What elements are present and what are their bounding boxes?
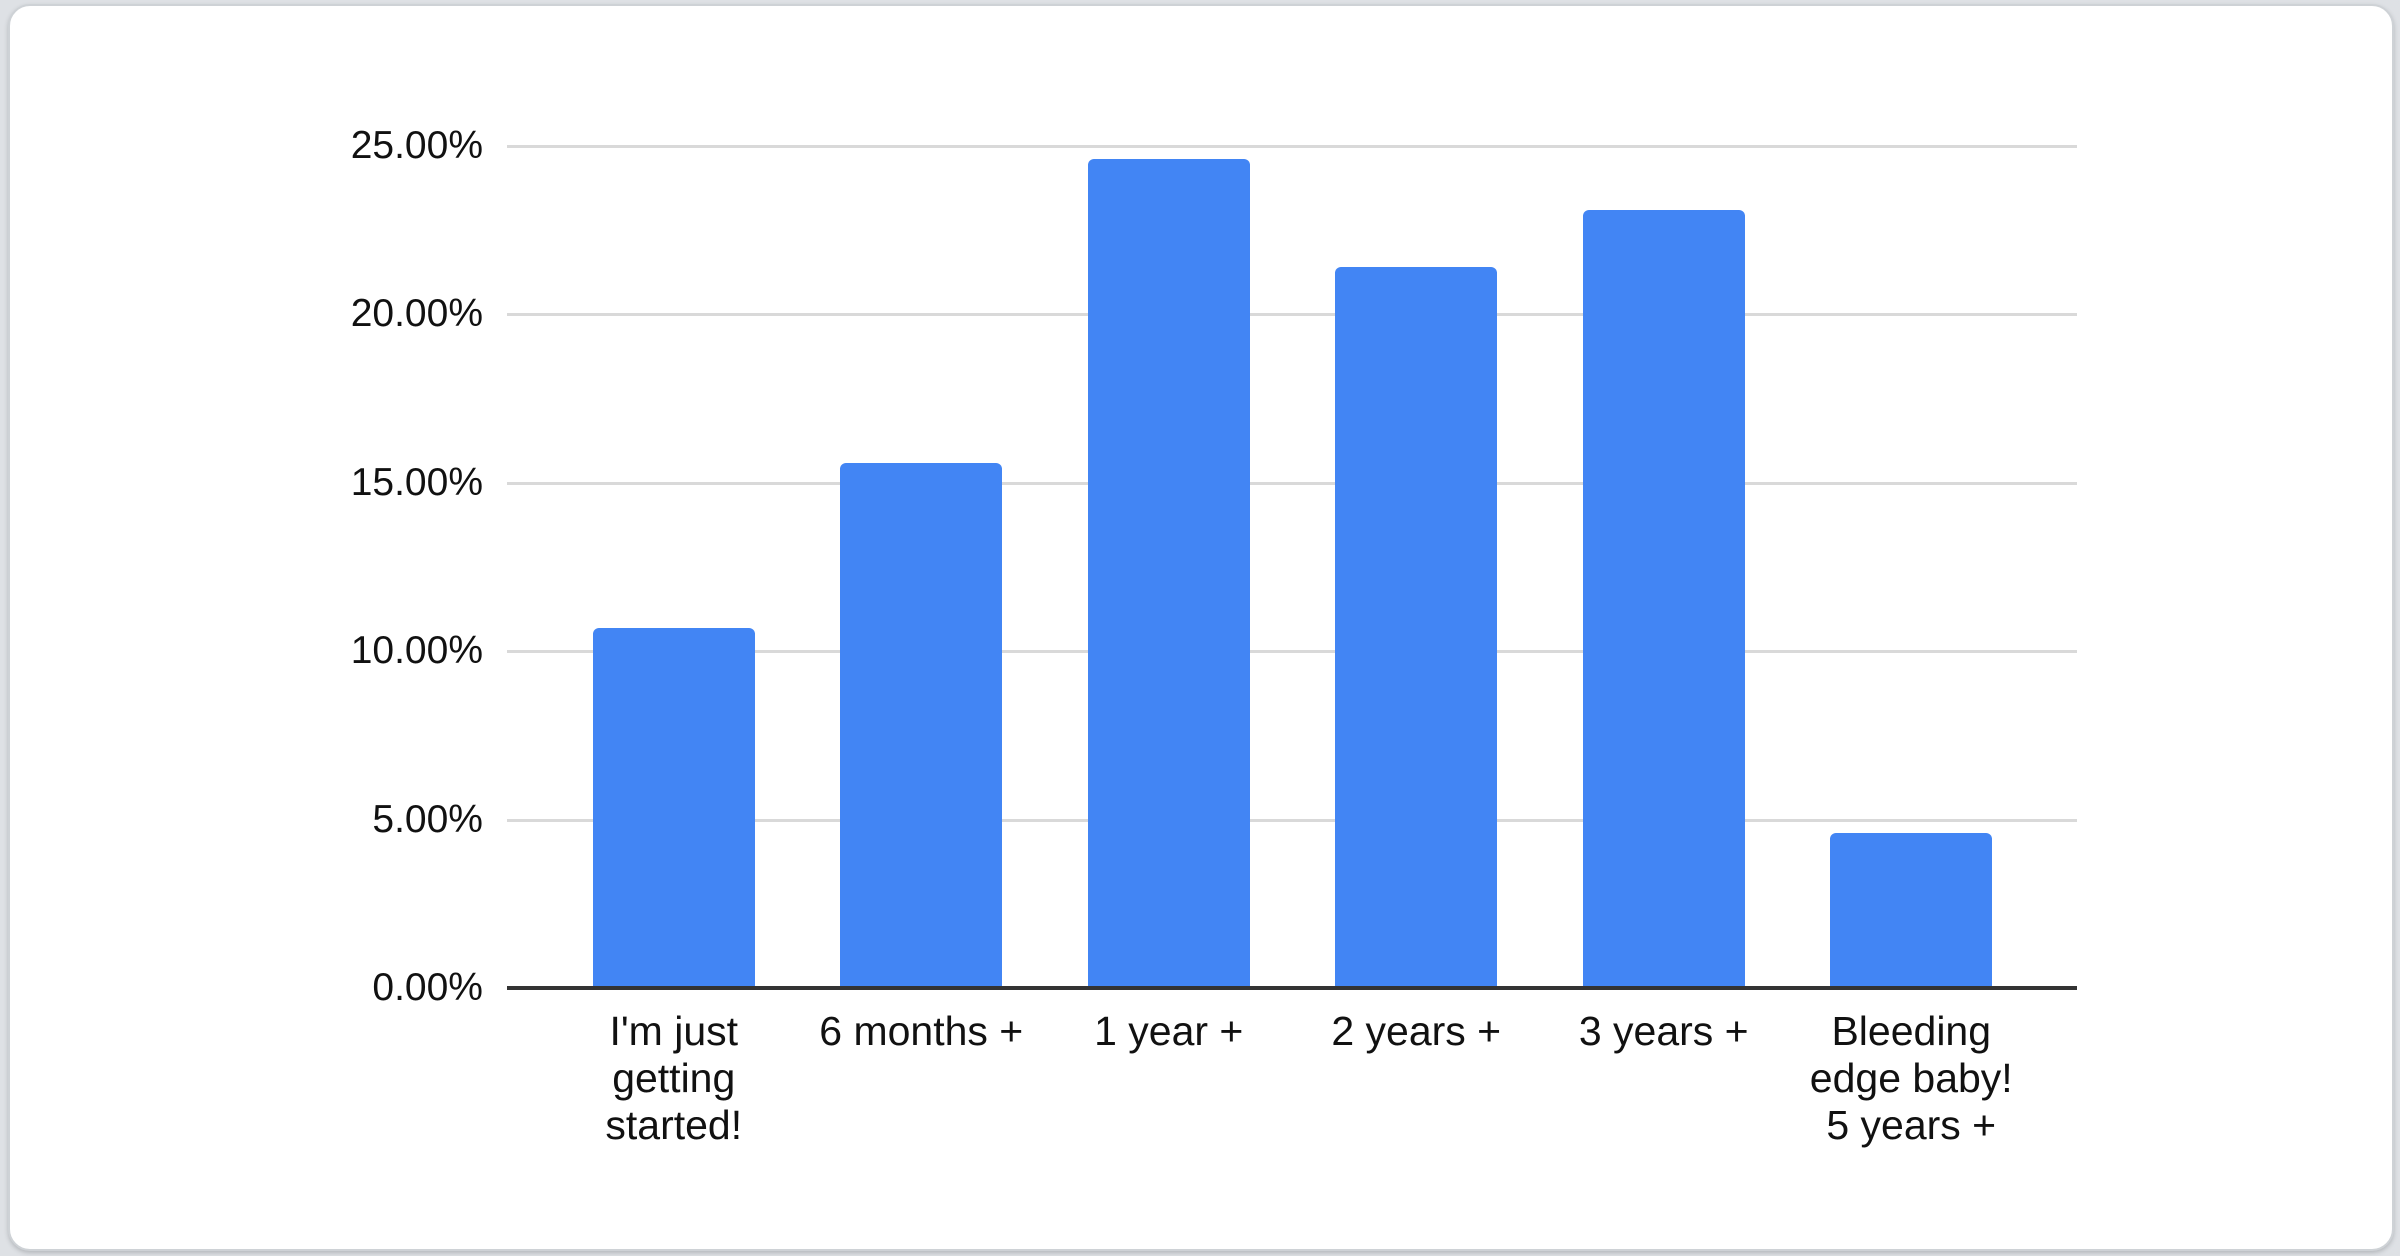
x-axis-label-i-m-just-getting-started: I'm just getting started! [605, 1008, 743, 1148]
gridline-5 [507, 818, 2077, 822]
y-axis-tick-label-0: 0.00% [372, 966, 483, 1009]
x-axis-label-bleeding-edge-baby-5-years: Bleeding edge baby! 5 years + [1809, 1008, 2013, 1148]
y-axis-tick-label-15: 15.00% [350, 460, 483, 504]
bar-3-years [1582, 209, 1745, 988]
y-axis-tick-label-5: 5.00% [372, 797, 483, 841]
gridline-15 [507, 481, 2077, 485]
bar-i-m-just-getting-started [592, 627, 755, 988]
gridline-20 [507, 313, 2077, 317]
x-axis-label-3-years: 3 years + [1578, 1008, 1749, 1054]
bar-6-months [840, 462, 1003, 988]
gridline-10 [507, 650, 2077, 654]
plot-area: 0.00% 5.00% 10.00% 15.00% 20.00% 25.00% I'm ju… [10, 6, 2392, 1249]
y-axis-tick-label-20: 20.00% [350, 292, 483, 336]
x-axis-line [507, 986, 2077, 990]
gridline-25 [507, 145, 2077, 148]
y-axis-tick-label-25: 25.00% [350, 124, 483, 167]
x-axis-label-6-months: 6 months + [819, 1008, 1024, 1054]
x-axis-label-2-years: 2 years + [1331, 1008, 1502, 1054]
bar-bleeding-edge-baby-5-years [1830, 833, 1993, 988]
y-axis-tick-label-10: 10.00% [350, 629, 483, 673]
bar-1-year [1087, 159, 1250, 988]
chart-card: 0.00% 5.00% 10.00% 15.00% 20.00% 25.00% I'm ju… [8, 4, 2394, 1251]
bar-2-years [1335, 267, 1498, 988]
x-axis-label-1-year: 1 year + [1094, 1008, 1244, 1054]
